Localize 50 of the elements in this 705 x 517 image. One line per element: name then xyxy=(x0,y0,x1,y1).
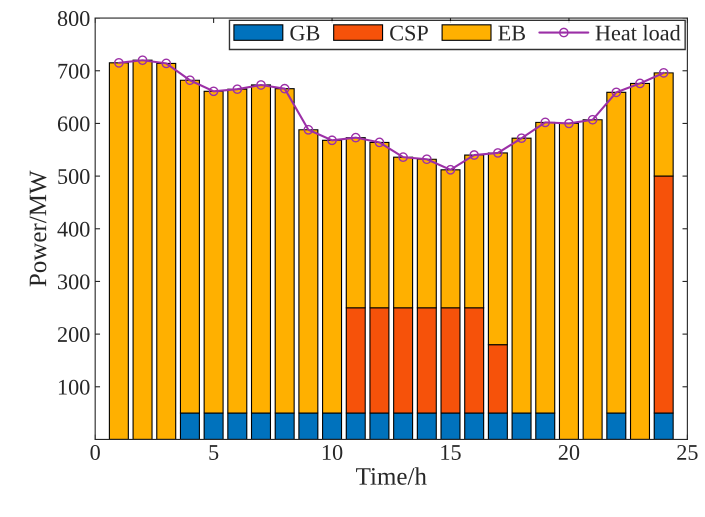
point xyxy=(611,87,622,98)
point xyxy=(564,118,574,128)
point xyxy=(304,124,314,135)
y-tick-label: 400 xyxy=(57,222,90,237)
y-tick-label: 600 xyxy=(58,116,90,132)
point xyxy=(138,55,148,66)
y-tick-label: 800 xyxy=(58,11,90,26)
point xyxy=(398,152,408,162)
point xyxy=(446,164,456,175)
point xyxy=(422,154,432,164)
x-tick-label: 10 xyxy=(322,444,342,460)
x-tick-label: 15 xyxy=(441,445,461,460)
y-tick-label: 700 xyxy=(58,64,90,79)
point xyxy=(658,68,669,78)
point xyxy=(493,148,503,158)
point xyxy=(374,138,384,148)
legend-label: GB xyxy=(290,26,320,41)
point xyxy=(114,58,124,68)
point xyxy=(280,84,290,94)
x-axis-title: Time/h xyxy=(356,467,427,485)
point xyxy=(635,78,645,88)
y-tick-label: 500 xyxy=(58,169,90,184)
y-tick-label: 200 xyxy=(58,327,90,342)
x-tick-label: 20 xyxy=(558,444,580,460)
point xyxy=(469,150,480,160)
bar xyxy=(132,60,153,440)
point xyxy=(516,133,526,144)
point xyxy=(256,80,266,90)
y-tick-label: 100 xyxy=(58,380,90,395)
legend-label: Heat load xyxy=(596,24,680,41)
point xyxy=(208,86,218,96)
point xyxy=(185,75,195,86)
legend-label: CSP xyxy=(390,26,428,41)
legend-label: EB xyxy=(498,26,525,40)
point xyxy=(232,84,242,94)
point xyxy=(350,132,361,143)
x-tick-label: 25 xyxy=(677,445,698,460)
bar xyxy=(630,82,650,440)
bar xyxy=(108,62,129,440)
bar xyxy=(558,122,579,440)
bar xyxy=(156,62,176,440)
point xyxy=(540,118,550,128)
y-axis-title: Power/MW xyxy=(30,170,46,286)
x-tick-label: 0 xyxy=(90,444,100,460)
point xyxy=(161,58,172,68)
point xyxy=(327,135,337,146)
y-tick-label: 300 xyxy=(58,274,90,290)
x-tick-label: 5 xyxy=(209,445,218,460)
bar xyxy=(582,119,603,440)
point xyxy=(588,114,598,125)
